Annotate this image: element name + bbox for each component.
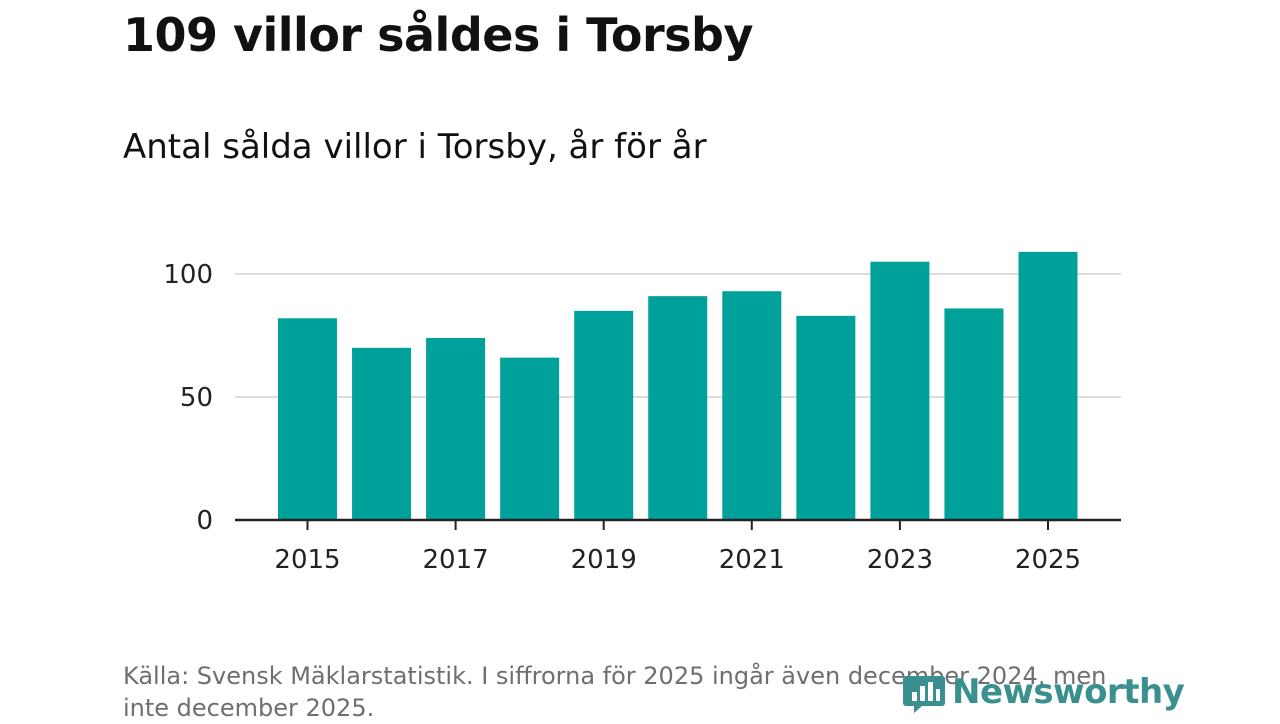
y-tick-label-100: 100: [163, 260, 213, 290]
bar-2016: [352, 347, 412, 520]
chart-bubble-icon: [903, 676, 945, 713]
y-tick-label-0: 0: [196, 506, 213, 536]
axes: 0 50 100 2015 2017 2019 2021 2023 2025: [163, 260, 1121, 575]
x-tick-label-2015: 2015: [274, 545, 340, 575]
bar-2018: [500, 357, 560, 520]
bar-2024: [944, 308, 1004, 520]
x-tick-label-2023: 2023: [867, 545, 933, 575]
x-tick-label-2019: 2019: [571, 545, 637, 575]
newsworthy-logo: Newsworthy: [902, 670, 1185, 714]
bar-2022: [796, 315, 856, 520]
bar-2023: [870, 261, 930, 520]
bar-2021: [722, 291, 782, 520]
x-tick-label-2025: 2025: [1015, 545, 1081, 575]
bar-2025: [1018, 251, 1078, 521]
chart-subtitle: Antal sålda villor i Torsby, år för år: [123, 127, 707, 167]
chart-title: 109 villor såldes i Torsby: [123, 8, 753, 62]
bars: [278, 251, 1078, 521]
bar-chart: 0 50 100 2015 2017 2019 2021 2023 2025: [163, 251, 1121, 575]
x-tick-label-2017: 2017: [423, 545, 489, 575]
bar-2019: [574, 310, 634, 520]
bar-2020: [648, 296, 708, 520]
logo-text: Newsworthy: [952, 672, 1185, 712]
x-tick-label-2021: 2021: [719, 545, 785, 575]
bar-2017: [426, 337, 486, 520]
y-tick-label-50: 50: [180, 383, 213, 413]
bar-2015: [278, 318, 337, 520]
